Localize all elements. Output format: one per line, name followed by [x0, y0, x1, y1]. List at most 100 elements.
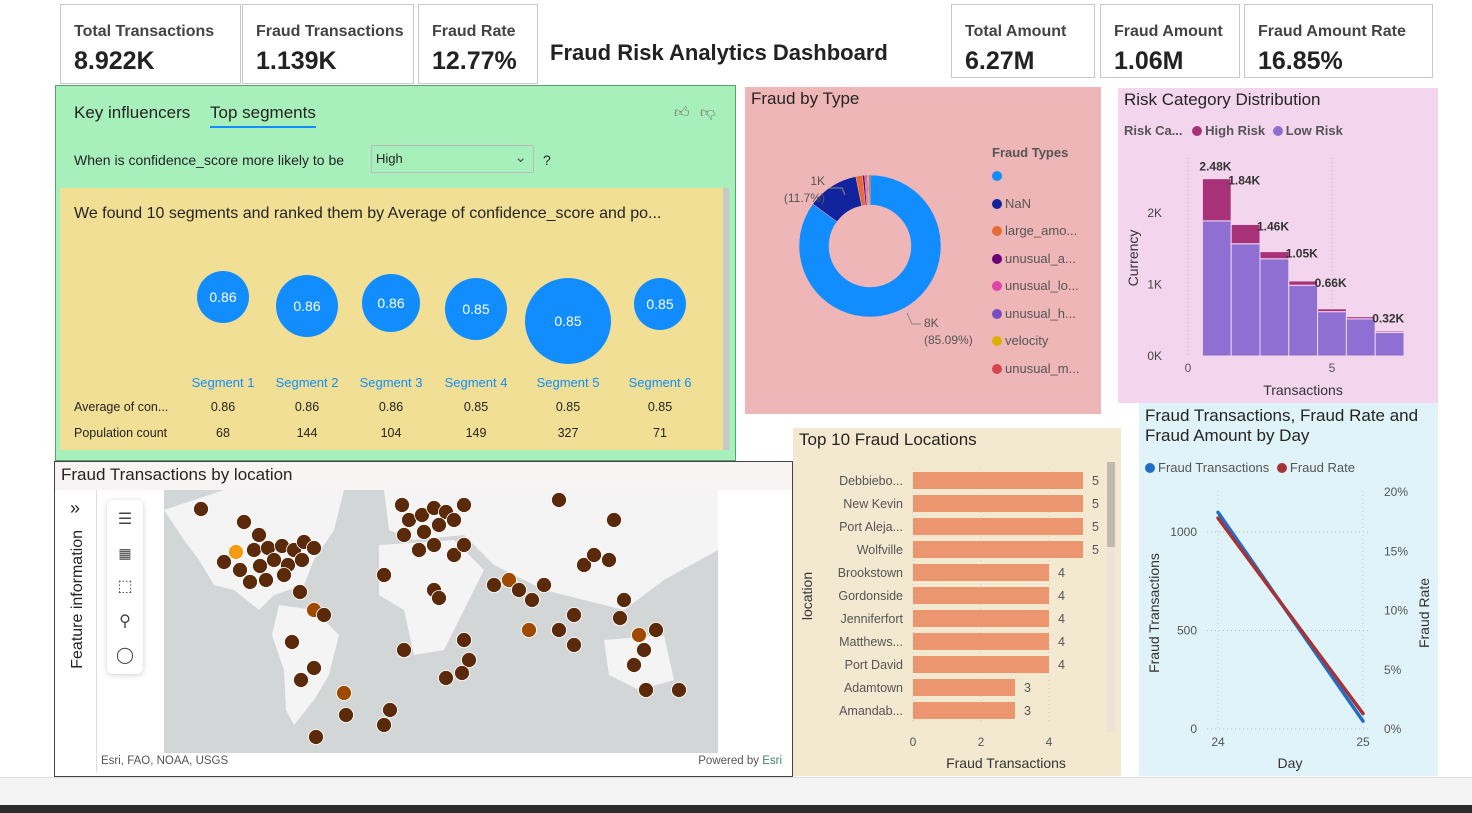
segment-bubble[interactable]: 0.85 [445, 278, 507, 340]
bar [913, 587, 1049, 604]
segment-label[interactable]: Segment 3 [359, 375, 423, 390]
legend-title: Fraud Types [992, 145, 1069, 160]
donut-chart: 1K (11.7%) 8K (85.09%) [784, 174, 973, 347]
location-marker [566, 637, 582, 653]
segment-population: 104 [380, 426, 402, 440]
key-influencers-panel: Key influencers Top segments 👍︎ 👎︎ When … [55, 85, 736, 461]
y-tick-label: 500 [1177, 624, 1197, 638]
segment-population: 71 [653, 426, 667, 440]
tab-top-segments[interactable]: Top segments [210, 103, 316, 128]
x-axis-title: Fraud Transactions [946, 755, 1066, 771]
feature-info-sidebar[interactable]: » Feature information [59, 490, 97, 772]
legend-item[interactable]: velocity [992, 333, 1048, 348]
legend-dot [1192, 126, 1203, 136]
location-marker [228, 544, 244, 560]
segment-bubble[interactable]: 0.85 [634, 278, 686, 330]
tab-key-influencers[interactable]: Key influencers [74, 103, 191, 122]
data-label: 1.05K [1286, 247, 1318, 261]
location-marker [456, 497, 472, 513]
y2-tick-label: 5% [1384, 663, 1402, 677]
segment-population: 68 [216, 426, 230, 440]
location-marker [414, 507, 430, 523]
segment-label[interactable]: Segment 4 [444, 375, 508, 390]
confidence-dropdown[interactable]: High ⌄ [371, 145, 534, 173]
location-marker [258, 572, 274, 588]
segment-label[interactable]: Segment 6 [628, 375, 692, 390]
user-location-icon[interactable]: ◯ [116, 647, 134, 664]
kpi-total-amount: Total Amount 6.27M [951, 4, 1095, 78]
bar [913, 656, 1049, 673]
chart-title: Fraud Transactions, Fraud Rate and Fraud… [1145, 406, 1419, 445]
legend-label: High Risk [1205, 123, 1266, 138]
category-label: Matthews... [839, 635, 903, 649]
category-label: Adamtown [844, 681, 903, 695]
legend-item[interactable]: NaN [992, 196, 1031, 211]
segment-label[interactable]: Segment 5 [536, 375, 600, 390]
segment-label[interactable]: Segment 2 [275, 375, 339, 390]
world-map[interactable] [164, 490, 718, 753]
scrollbar[interactable] [1107, 462, 1115, 732]
legend-dot [992, 363, 1002, 374]
segment-bubble[interactable]: 0.86 [197, 271, 249, 323]
legend-item-low-risk[interactable]: Low Risk [1269, 123, 1343, 138]
legend-item-high-risk[interactable]: High Risk [1186, 123, 1265, 138]
legend-item[interactable]: unusual_h... [992, 306, 1076, 321]
bar-low-risk [1317, 311, 1347, 357]
location-marker [426, 537, 442, 553]
map-panel: Fraud Transactions by location » Feature… [54, 461, 793, 777]
y-tick-label: 0K [1147, 349, 1162, 363]
legend-item[interactable]: unusual_lo... [992, 278, 1079, 293]
segment-label[interactable]: Segment 1 [191, 375, 255, 390]
legend-dot [992, 171, 1002, 181]
location-marker [242, 574, 258, 590]
legend-label: Fraud Transactions [1158, 460, 1270, 475]
legend-item[interactable]: unusual_a... [992, 251, 1076, 266]
location-marker [292, 584, 308, 600]
location-marker [671, 682, 687, 698]
location-marker [626, 657, 642, 673]
question-mark: ? [543, 152, 551, 168]
expand-chevron-icon[interactable]: » [70, 498, 81, 518]
dashboard-title: Fraud Risk Analytics Dashboard [550, 40, 888, 65]
legend-item[interactable]: unusual_m... [992, 361, 1079, 376]
donut-slice [868, 174, 871, 206]
legend-label: unusual_lo... [1005, 278, 1079, 293]
bar-low-risk [1288, 284, 1319, 357]
location-marker [536, 577, 552, 593]
kpi-label: Fraud Amount Rate [1258, 23, 1406, 40]
location-marker [376, 567, 392, 583]
scrollbar-thumb[interactable] [1107, 462, 1115, 547]
segment-bubble[interactable]: 0.86 [362, 274, 420, 332]
x-axis-title: Transactions [1263, 382, 1343, 398]
y2-axis-title: Fraud Rate [1416, 578, 1432, 648]
search-icon[interactable]: ⚲ [119, 613, 131, 630]
y-tick-label: 2K [1147, 206, 1162, 220]
x-tick-label: 25 [1356, 735, 1370, 749]
layers-icon[interactable]: ☰ [117, 511, 133, 528]
thumbs-up-icon[interactable]: 👍︎ [674, 104, 690, 121]
location-marker [236, 514, 252, 530]
segment-bubble[interactable]: 0.86 [276, 275, 338, 337]
legend-title: Risk Ca... [1124, 123, 1183, 138]
scrollbar[interactable] [723, 188, 729, 450]
legend-item-fraud-rate[interactable]: Fraud Rate [1273, 460, 1355, 475]
thumbs-down-icon[interactable]: 👎︎ [700, 104, 716, 121]
segment-population: 149 [465, 426, 487, 440]
location-marker [524, 592, 540, 608]
segment-average: 0.86 [378, 400, 404, 414]
bar-high-risk [1230, 223, 1261, 245]
bar-high-risk [1201, 178, 1232, 222]
data-label: 2.48K [1199, 160, 1231, 174]
legend-item[interactable]: large_amo... [992, 223, 1077, 238]
legend-item[interactable] [992, 168, 1005, 183]
location-marker [431, 517, 447, 533]
esri-link[interactable]: Esri [762, 755, 782, 767]
location-marker [511, 582, 527, 598]
rectangle-select-icon[interactable]: ⬚ [117, 578, 133, 595]
y2-tick-label: 20% [1384, 485, 1408, 499]
fraud-by-type-panel: Fraud by Type 1K (11.7%) 8K (85.09%) Fraud … [745, 87, 1101, 414]
data-label: 4 [1058, 566, 1065, 580]
qr-select-icon[interactable]: ▦ [118, 544, 132, 561]
segment-bubble[interactable]: 0.85 [525, 278, 611, 364]
legend-item-fraud-transactions[interactable]: Fraud Transactions [1145, 460, 1269, 475]
